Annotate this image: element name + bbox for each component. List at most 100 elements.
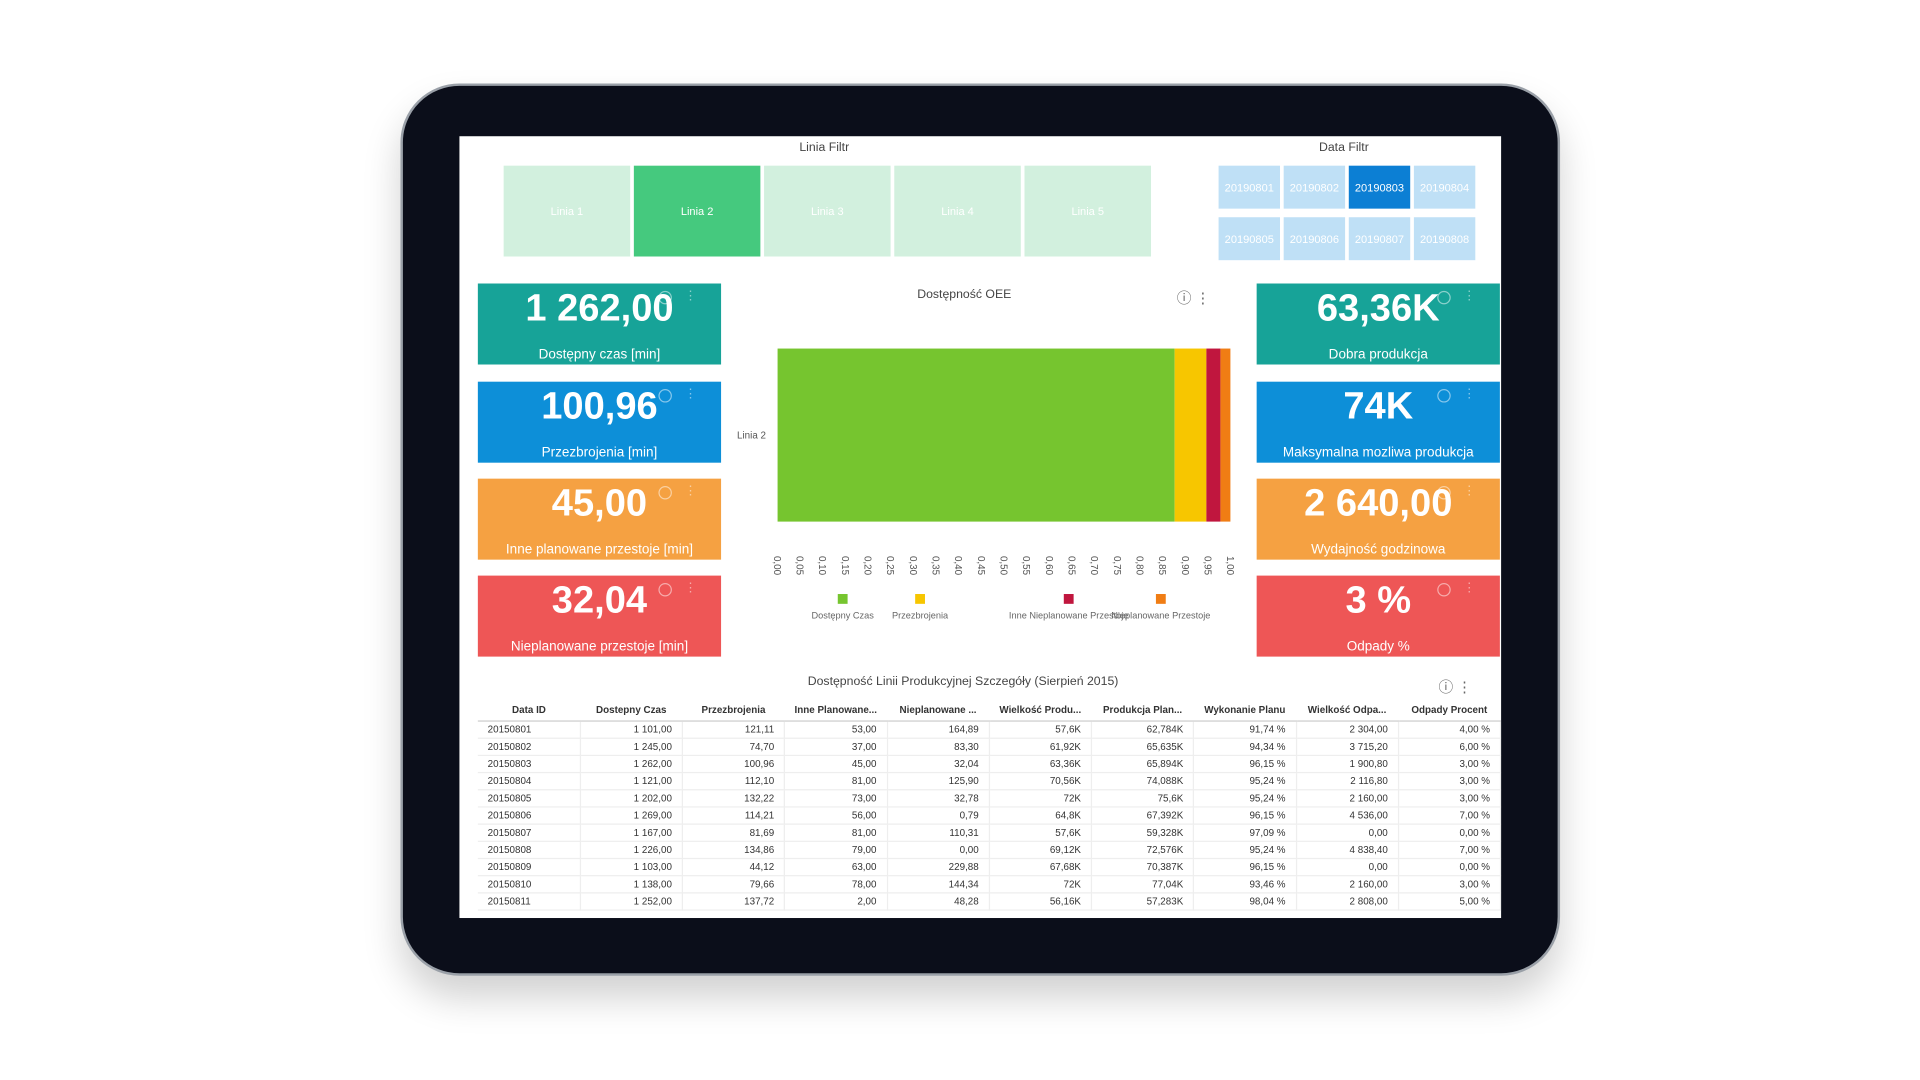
info-icon[interactable] bbox=[1437, 582, 1451, 597]
menu-icon[interactable]: ⋮ bbox=[684, 387, 697, 402]
table-cell: 20150810 bbox=[477, 875, 581, 894]
table-cell: 96,15 % bbox=[1193, 858, 1297, 877]
table-cell: 110,31 bbox=[886, 824, 990, 842]
menu-icon[interactable]: ⋮ bbox=[1463, 387, 1476, 402]
table-cell: 78,00 bbox=[784, 875, 888, 894]
kpi-card: 3 % Odpady % ⋮ bbox=[1256, 575, 1500, 657]
info-icon[interactable] bbox=[658, 582, 672, 597]
kpi-card: 74K Maksymalna mozliwa produkcja ⋮ bbox=[1256, 381, 1500, 463]
table-cell: 72K bbox=[989, 875, 1093, 894]
date-button[interactable]: 20190805 bbox=[1218, 217, 1280, 261]
table-cell: 61,92K bbox=[989, 738, 1093, 757]
x-tick-label: 0,85 bbox=[1156, 556, 1167, 576]
menu-icon[interactable]: ⋮ bbox=[684, 289, 697, 304]
column-header: Dostepny Czas bbox=[580, 698, 683, 722]
x-tick-label: 0,05 bbox=[794, 556, 805, 576]
info-icon[interactable] bbox=[1437, 486, 1451, 500]
chart-icons[interactable]: ⓘ ⋮ bbox=[1176, 289, 1211, 307]
table-cell: 1 252,00 bbox=[580, 892, 683, 911]
column-header: Nieplanowane ... bbox=[886, 698, 990, 722]
table-cell: 125,90 bbox=[886, 772, 990, 791]
table-cell: 3,00 % bbox=[1398, 772, 1502, 791]
table-row: 20150807 1 167,00 81,69 81,00 110,31 57,6K 59,… bbox=[477, 824, 1502, 842]
line-button[interactable]: Linia 4 bbox=[894, 165, 1021, 257]
menu-icon[interactable]: ⋮ bbox=[684, 484, 697, 499]
kpi-label: Wydajność godzinowa bbox=[1311, 542, 1446, 558]
table-icons[interactable]: ⓘ ⋮ bbox=[1438, 678, 1473, 696]
table-cell: 20150806 bbox=[477, 806, 581, 825]
date-button[interactable]: 20190802 bbox=[1283, 165, 1346, 209]
line-button[interactable]: Linia 5 bbox=[1024, 165, 1152, 257]
menu-icon[interactable]: ⋮ bbox=[1463, 581, 1476, 596]
table-cell: 1 269,00 bbox=[580, 806, 683, 825]
column-header: Produkcja Plan... bbox=[1091, 698, 1194, 722]
dashboard-screen: Linia Filtr Data Filtr Linia 1 Linia 2 Lin… bbox=[459, 136, 1502, 919]
kpi-label: Inne planowane przestoje [min] bbox=[505, 542, 693, 558]
table-cell: 69,12K bbox=[989, 841, 1093, 860]
line-filter-title: Linia Filtr bbox=[799, 141, 850, 155]
table-cell: 65,894K bbox=[1091, 755, 1195, 774]
table-cell: 73,00 bbox=[784, 789, 888, 808]
info-icon[interactable] bbox=[1437, 290, 1451, 305]
oee-chart: Dostępność OEE Linia 2 0,00 0,05 0,10 0,15 0,… bbox=[737, 287, 1235, 620]
info-icon[interactable] bbox=[658, 290, 672, 305]
date-button[interactable]: 20190806 bbox=[1283, 217, 1346, 261]
info-icon[interactable] bbox=[658, 389, 672, 403]
table-row: 20150809 1 103,00 44,12 63,00 229,88 67,68K 70… bbox=[477, 858, 1502, 877]
table-cell: 20150805 bbox=[477, 789, 581, 808]
menu-icon[interactable]: ⋮ bbox=[1463, 484, 1476, 499]
table-cell: 20150807 bbox=[477, 824, 581, 842]
table-cell: 3,00 % bbox=[1398, 789, 1502, 808]
bar-segment bbox=[777, 348, 1175, 522]
table-cell: 72K bbox=[989, 789, 1093, 808]
kpi-card: 100,96 Przezbrojenia [min] ⋮ bbox=[477, 381, 722, 463]
legend-swatch bbox=[1155, 594, 1166, 604]
date-button[interactable]: 20190807 bbox=[1348, 217, 1411, 261]
table-cell: 1 226,00 bbox=[580, 841, 683, 860]
table-cell: 48,28 bbox=[886, 892, 990, 911]
table-cell: 3,00 % bbox=[1398, 875, 1502, 894]
x-tick-label: 0,00 bbox=[771, 556, 782, 576]
table-cell: 112,10 bbox=[682, 772, 786, 791]
table-cell: 59,328K bbox=[1091, 824, 1195, 842]
table-cell: 3 715,20 bbox=[1295, 738, 1399, 757]
line-button[interactable]: Linia 3 bbox=[764, 165, 891, 257]
table-cell: 0,00 bbox=[886, 841, 990, 860]
table-cell: 1 245,00 bbox=[580, 738, 683, 757]
table-cell: 32,04 bbox=[886, 755, 990, 774]
table-cell: 65,635K bbox=[1091, 738, 1195, 757]
table-cell: 1 101,00 bbox=[580, 721, 683, 739]
menu-icon[interactable]: ⋮ bbox=[1463, 289, 1476, 304]
table-cell: 95,24 % bbox=[1193, 789, 1297, 808]
x-tick-label: 0,80 bbox=[1134, 556, 1145, 576]
table-cell: 63,36K bbox=[989, 755, 1093, 774]
x-tick-label: 0,70 bbox=[1088, 556, 1099, 576]
table-cell: 7,00 % bbox=[1398, 806, 1502, 825]
date-button[interactable]: 20190803 bbox=[1348, 165, 1411, 209]
table-cell: 57,283K bbox=[1091, 892, 1195, 911]
table-cell: 0,79 bbox=[886, 806, 990, 825]
line-button[interactable]: Linia 2 bbox=[633, 165, 761, 257]
column-header: Data ID bbox=[477, 698, 581, 722]
x-tick-label: 0,60 bbox=[1043, 556, 1054, 576]
table-cell: 1 103,00 bbox=[580, 858, 683, 877]
info-icon[interactable] bbox=[1437, 389, 1451, 403]
category-label: Linia 2 bbox=[737, 431, 766, 442]
kpi-label: Nieplanowane przestoje [min] bbox=[510, 639, 689, 655]
table-cell: 20150811 bbox=[477, 892, 581, 911]
date-button[interactable]: 20190804 bbox=[1413, 165, 1476, 209]
menu-icon[interactable]: ⋮ bbox=[684, 581, 697, 596]
info-icon[interactable] bbox=[658, 486, 672, 500]
table-cell: 67,68K bbox=[989, 858, 1093, 877]
date-button[interactable]: 20190801 bbox=[1218, 165, 1280, 209]
table-cell: 4,00 % bbox=[1398, 721, 1502, 739]
x-tick-label: 0,95 bbox=[1202, 556, 1213, 576]
table-cell: 79,66 bbox=[682, 875, 786, 894]
table-cell: 74,70 bbox=[682, 738, 786, 757]
table-row: 20150808 1 226,00 134,86 79,00 0,00 69,12K 72,… bbox=[477, 841, 1502, 860]
table-cell: 0,00 bbox=[1295, 858, 1399, 877]
date-button[interactable]: 20190808 bbox=[1413, 217, 1476, 261]
line-button[interactable]: Linia 1 bbox=[503, 165, 631, 257]
x-tick-label: 0,15 bbox=[839, 556, 850, 576]
table-cell: 3,00 % bbox=[1398, 755, 1502, 774]
